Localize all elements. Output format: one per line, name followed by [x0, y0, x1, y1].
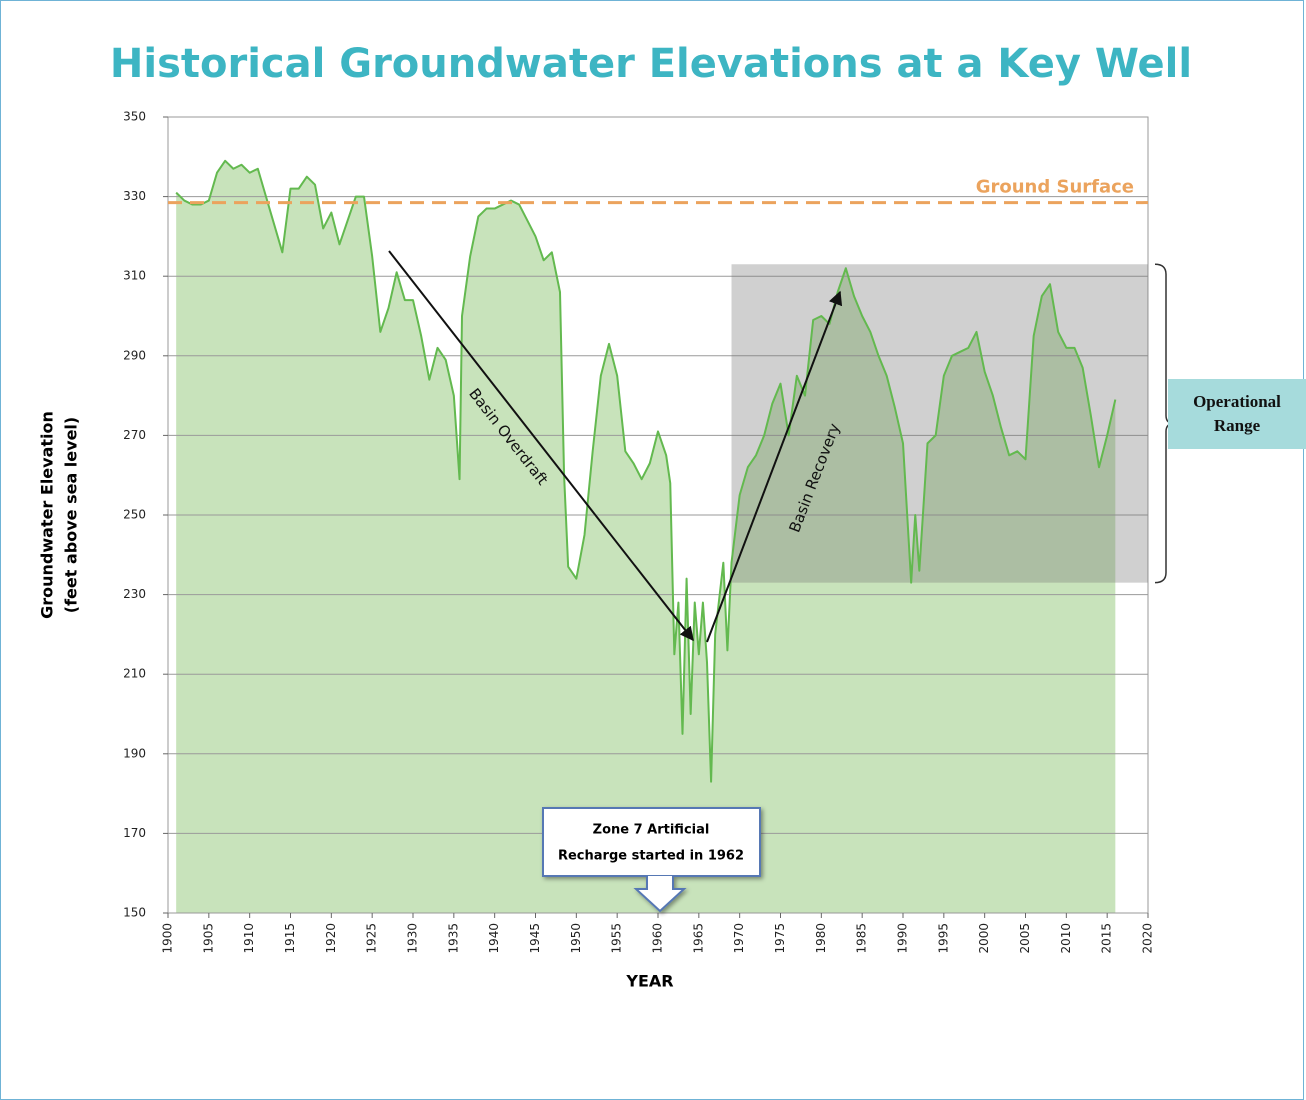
recovery-arrow — [706, 290, 843, 643]
x-tick-label: 1990 — [896, 923, 910, 954]
x-tick-label: 2015 — [1100, 923, 1114, 954]
y-tick-label: 310 — [123, 269, 146, 283]
y-tick-label: 150 — [123, 906, 146, 920]
area-fill — [176, 160, 1116, 913]
callout-text: Recharge started in 1962 — [558, 849, 744, 864]
y-tick-label: 250 — [123, 508, 146, 522]
chart: Historical Groundwater Elevations at a K… — [38, 41, 1193, 991]
x-tick-label: 1975 — [773, 923, 787, 954]
x-axis-label: YEAR — [625, 972, 673, 991]
y-tick-label: 330 — [123, 189, 146, 203]
x-tick-label: 1955 — [610, 923, 624, 954]
x-tick-label: 2005 — [1018, 923, 1032, 954]
chart-title: Historical Groundwater Elevations at a K… — [110, 41, 1192, 87]
y-tick-label: 190 — [123, 746, 146, 760]
x-tick-label: 1950 — [569, 923, 583, 954]
x-tick-label: 2020 — [1141, 923, 1155, 954]
x-tick-label: 1915 — [283, 923, 297, 954]
range-band — [731, 264, 1148, 583]
callout-arrow — [633, 876, 687, 913]
y-tick-label: 290 — [123, 348, 146, 362]
range-label: Operational Range — [1168, 379, 1306, 449]
x-tick-label: 1905 — [201, 923, 215, 954]
x-tick-label: 2000 — [977, 923, 991, 954]
x-tick-label: 1935 — [446, 923, 460, 954]
y-tick-label: 230 — [123, 587, 146, 601]
x-tick-label: 1945 — [528, 923, 542, 954]
x-tick-label: 1965 — [691, 923, 705, 954]
x-tick-label: 1940 — [487, 923, 501, 954]
overdraft-arrow — [388, 250, 694, 642]
callout-text: Zone 7 Artificial — [593, 823, 710, 838]
y-tick-label: 210 — [123, 667, 146, 681]
callout — [542, 807, 761, 913]
x-tick-label: 1995 — [936, 923, 950, 954]
y-tick-label: 170 — [123, 826, 146, 840]
x-tick-label: 1970 — [732, 923, 746, 954]
x-tick-label: 1980 — [814, 923, 828, 954]
y-axis-label: Groundwater Elevation — [38, 411, 57, 619]
y-axis-label: (feet above sea level) — [62, 417, 81, 613]
x-tick-label: 1930 — [406, 923, 420, 954]
y-tick-label: 350 — [123, 110, 146, 124]
x-tick-label: 1985 — [855, 923, 869, 954]
x-tick-label: 1910 — [242, 923, 256, 954]
x-tick-label: 1960 — [651, 923, 665, 954]
x-tick-label: 1900 — [161, 923, 175, 954]
callout-box — [542, 807, 761, 877]
y-tick-label: 270 — [123, 428, 146, 442]
x-tick-label: 1925 — [365, 923, 379, 954]
x-tick-label: 2010 — [1059, 923, 1073, 954]
x-tick-label: 1920 — [324, 923, 338, 954]
data-line — [175, 159, 1117, 783]
ground-surface-label: Ground Surface — [976, 177, 1134, 198]
